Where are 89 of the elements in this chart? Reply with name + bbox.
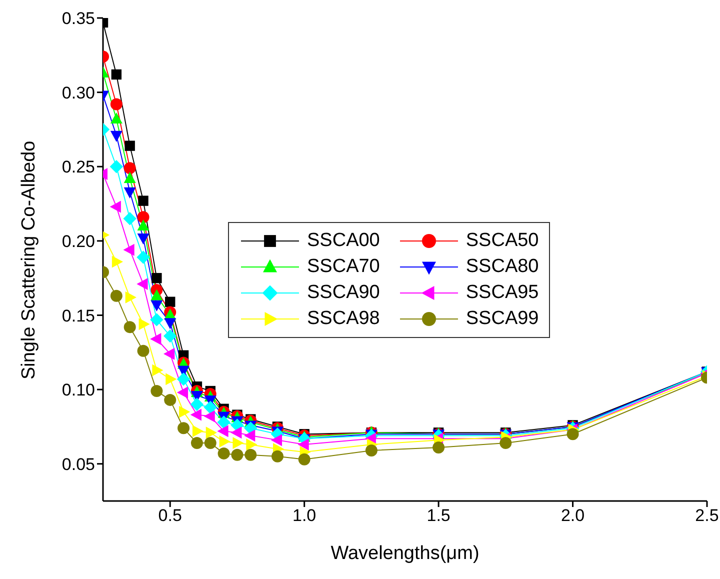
point [217, 425, 228, 438]
point [123, 244, 134, 256]
point [124, 172, 136, 184]
point [164, 329, 177, 343]
point [138, 196, 148, 206]
point [204, 410, 215, 422]
point [206, 426, 217, 439]
point [179, 406, 190, 418]
point [204, 437, 216, 450]
point [136, 278, 148, 290]
point [152, 272, 162, 284]
point [110, 200, 121, 213]
point [178, 422, 190, 434]
y-tick-label: 0.20 [62, 232, 95, 251]
point [137, 219, 150, 231]
point [176, 372, 190, 386]
point [219, 436, 230, 448]
x-axis-title: Wavelengths(μm) [330, 543, 480, 564]
point [137, 233, 150, 245]
point [204, 400, 217, 414]
point [246, 438, 258, 451]
point [112, 256, 124, 268]
point [432, 442, 445, 454]
y-tick-label: 0.25 [62, 158, 95, 177]
point [166, 373, 177, 386]
point [150, 385, 163, 398]
legend-label: SSCA99 [466, 308, 539, 330]
point [110, 290, 122, 302]
point [124, 140, 135, 151]
y-tick-label: 0.05 [62, 454, 95, 474]
point [110, 160, 124, 174]
legend-label: SSCA90 [307, 282, 380, 304]
y-tick-label: 0.30 [62, 83, 95, 102]
legend-label: SSCA00 [307, 230, 380, 252]
point [231, 448, 244, 461]
point [164, 348, 175, 360]
y-tick-label: 0.15 [62, 306, 95, 326]
point [164, 318, 176, 330]
point [365, 444, 378, 456]
point [190, 408, 202, 421]
point [110, 98, 122, 110]
point [150, 289, 163, 300]
legend-label: SSCA50 [466, 230, 539, 252]
point [500, 437, 512, 450]
point [164, 394, 176, 406]
x-tick-label: 0.5 [158, 506, 182, 526]
point [110, 112, 122, 124]
point [110, 130, 122, 142]
point [124, 162, 136, 174]
point [152, 364, 164, 376]
x-tick-label: 2.5 [695, 506, 719, 526]
legend-label: SSCA70 [307, 256, 380, 278]
point [298, 453, 310, 466]
point [124, 321, 136, 334]
point [244, 448, 257, 461]
y-tick-label: 0.10 [62, 380, 95, 400]
point [136, 250, 150, 264]
x-tick-label: 1.0 [292, 506, 316, 526]
point [111, 69, 122, 80]
point [566, 428, 579, 440]
point [138, 318, 150, 330]
point [176, 386, 188, 399]
y-tick-label: 0.35 [62, 9, 95, 28]
point [244, 430, 256, 442]
point [190, 437, 203, 450]
point [232, 437, 244, 450]
point [230, 426, 242, 439]
point [271, 450, 284, 462]
point [123, 212, 136, 226]
point [124, 187, 136, 198]
point [137, 211, 150, 224]
point [217, 416, 230, 429]
point [150, 300, 163, 312]
point [150, 333, 162, 346]
point [150, 313, 164, 326]
point [137, 344, 150, 357]
legend-label: SSCA95 [466, 282, 539, 304]
point [165, 296, 176, 307]
point [125, 291, 136, 304]
legend-label: SSCA80 [466, 256, 539, 278]
x-tick-label: 2.0 [560, 506, 585, 526]
point [218, 447, 230, 460]
x-tick-label: 1.5 [426, 506, 450, 526]
legend-label: SSCA98 [307, 308, 380, 330]
point [190, 398, 204, 411]
point [270, 434, 282, 446]
y-axis-title: Single Scattering Co-Albedo [18, 140, 40, 380]
point [192, 425, 204, 438]
point [298, 438, 309, 451]
